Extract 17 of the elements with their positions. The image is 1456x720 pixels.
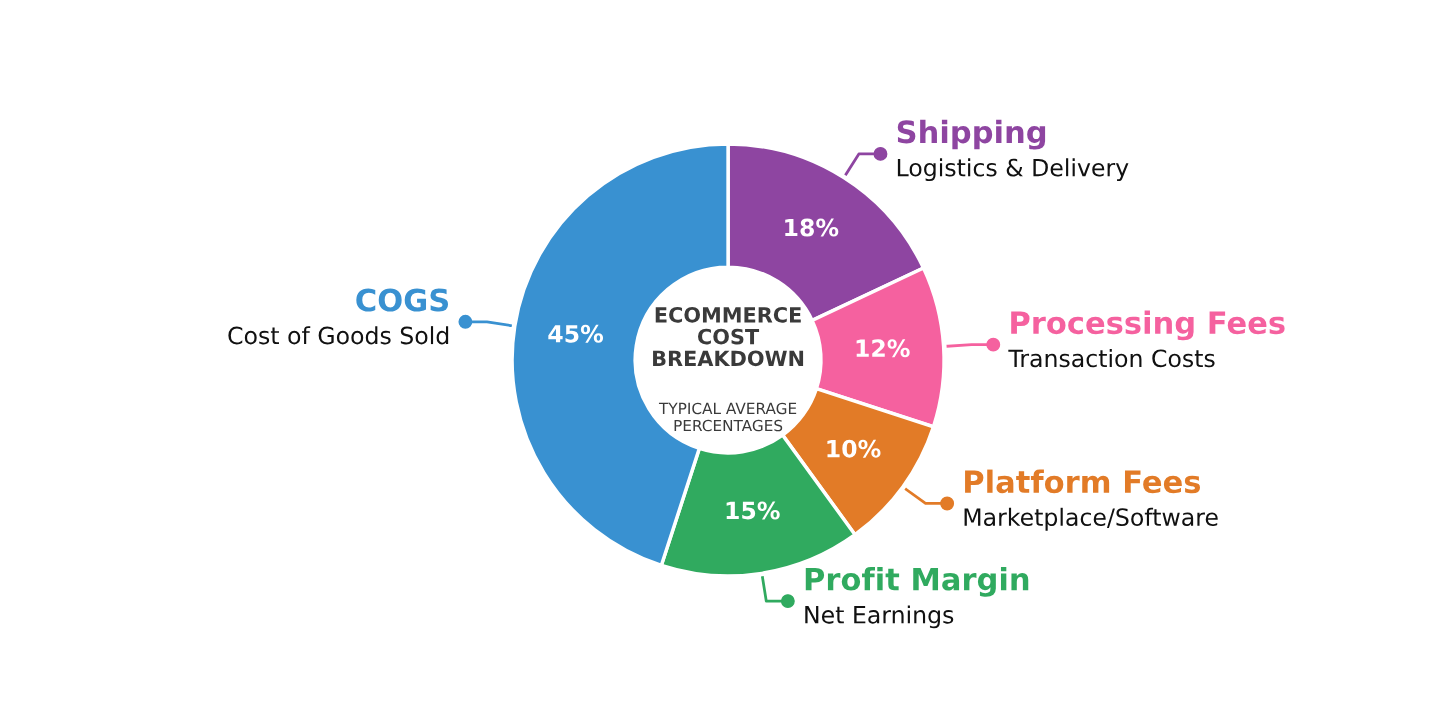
data-label: 10% xyxy=(827,439,881,458)
text: Net Earnings xyxy=(805,605,954,629)
data-label: 45% xyxy=(548,324,604,343)
text: Marketplace/Software xyxy=(964,507,1218,531)
text: ECOMMERCE COST BREAKDOWN xyxy=(653,306,804,367)
slice-label: Platform Fees xyxy=(965,469,1201,494)
data-label: 18% xyxy=(785,218,839,237)
legend-label: Shipping xyxy=(897,119,1046,150)
slice-label: COGS xyxy=(356,288,449,312)
data-label: 15% xyxy=(726,501,780,520)
text: Cost of Goods Sold xyxy=(228,326,449,345)
legend-label: Processing Fees xyxy=(1011,310,1285,341)
text: Transaction Costs xyxy=(1008,348,1215,368)
text: Logistics & Delivery xyxy=(897,158,1129,182)
text: TYPICAL AVERAGE PERCENTAGES xyxy=(658,402,797,432)
data-label: 12% xyxy=(856,339,910,358)
legend-label: Profit Margin xyxy=(805,566,1029,597)
